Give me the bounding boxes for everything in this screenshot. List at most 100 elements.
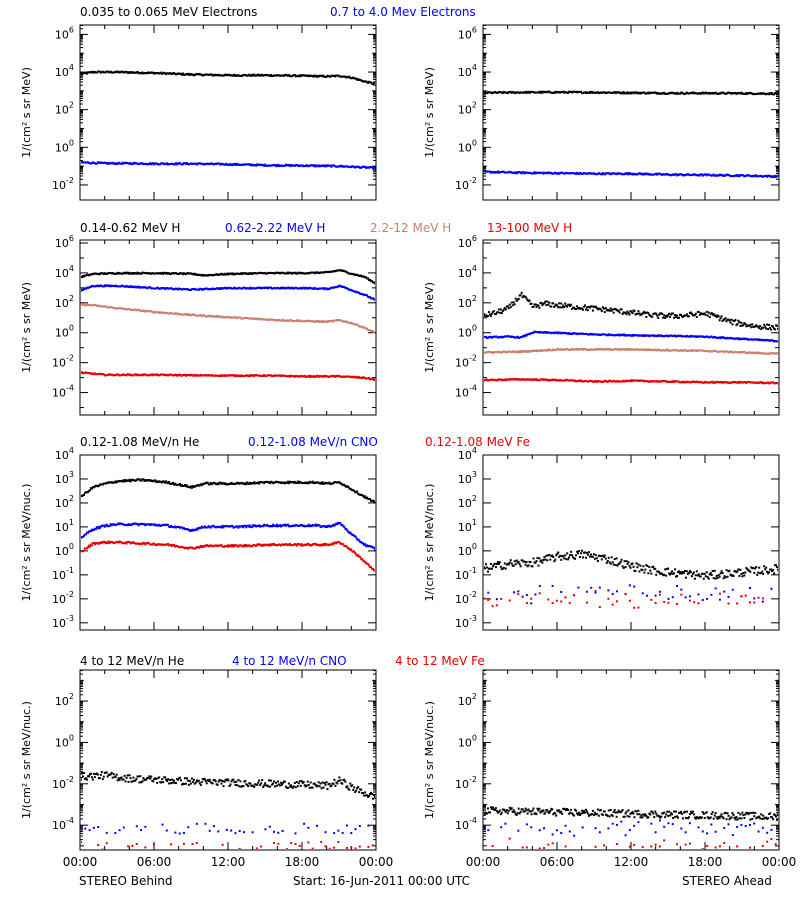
y-tick-label: 102 bbox=[55, 494, 74, 510]
y-tick-label: 10-4 bbox=[455, 384, 477, 400]
data-point bbox=[575, 308, 578, 311]
data-point bbox=[289, 165, 292, 168]
data-point bbox=[97, 484, 100, 487]
y-tick-label: 102 bbox=[458, 101, 477, 117]
data-point bbox=[364, 326, 367, 329]
data-point bbox=[576, 305, 579, 308]
data-point bbox=[606, 334, 609, 337]
data-point bbox=[735, 324, 738, 327]
data-point bbox=[241, 481, 244, 484]
data-point bbox=[547, 349, 550, 352]
data-point bbox=[743, 321, 746, 324]
data-point bbox=[314, 164, 317, 167]
y-tick-exponent: 2 bbox=[472, 294, 477, 303]
data-point bbox=[263, 482, 266, 485]
data-point bbox=[610, 309, 613, 312]
data-point bbox=[136, 522, 139, 525]
data-point bbox=[777, 174, 778, 177]
data-point bbox=[220, 544, 223, 547]
data-point bbox=[500, 312, 503, 315]
data-point bbox=[730, 318, 733, 321]
data-point bbox=[771, 92, 774, 95]
data-point bbox=[627, 173, 630, 176]
data-point bbox=[356, 490, 359, 493]
y-tick-exponent: 4 bbox=[69, 264, 74, 273]
data-point bbox=[218, 162, 221, 165]
y-tick-exponent: 6 bbox=[69, 234, 74, 243]
data-point bbox=[534, 303, 537, 306]
y-tick-label: 10-2 bbox=[52, 590, 74, 606]
data-point bbox=[558, 302, 561, 305]
data-point bbox=[245, 526, 248, 529]
data-point bbox=[333, 524, 336, 527]
data-point bbox=[373, 166, 375, 169]
data-point bbox=[680, 313, 683, 316]
data-point bbox=[278, 524, 281, 527]
data-point bbox=[739, 324, 742, 327]
data-point bbox=[374, 82, 375, 85]
data-point bbox=[94, 528, 97, 531]
data-point bbox=[168, 480, 171, 483]
data-point bbox=[697, 311, 700, 314]
data-point bbox=[519, 350, 522, 353]
data-point bbox=[367, 277, 370, 280]
data-point bbox=[649, 314, 652, 317]
data-point bbox=[625, 313, 628, 316]
legend-label: 4 to 12 MeV Fe bbox=[395, 654, 485, 668]
data-point bbox=[714, 314, 717, 317]
data-point bbox=[88, 489, 91, 492]
data-point bbox=[95, 162, 98, 165]
data-point bbox=[374, 167, 375, 170]
data-point bbox=[154, 479, 157, 482]
data-point bbox=[266, 523, 269, 526]
series-layer bbox=[81, 269, 375, 382]
data-point bbox=[676, 314, 679, 317]
data-point bbox=[131, 163, 134, 166]
data-point bbox=[528, 299, 531, 302]
data-point bbox=[349, 531, 352, 534]
data-point bbox=[656, 314, 659, 317]
data-point bbox=[219, 375, 222, 378]
legend-label: 13-100 MeV H bbox=[487, 221, 572, 235]
data-point bbox=[776, 352, 778, 355]
data-point bbox=[637, 310, 640, 313]
data-point bbox=[253, 375, 256, 378]
data-point bbox=[314, 523, 317, 526]
y-tick-exponent: 0 bbox=[69, 324, 74, 333]
data-point bbox=[170, 543, 173, 546]
data-point bbox=[288, 163, 291, 166]
data-point bbox=[600, 310, 603, 313]
data-point bbox=[738, 321, 741, 324]
data-point bbox=[571, 307, 574, 310]
data-point bbox=[172, 481, 175, 484]
data-point bbox=[658, 313, 661, 316]
data-point bbox=[590, 90, 593, 93]
data-point bbox=[717, 315, 720, 318]
data-point bbox=[287, 482, 290, 485]
data-point bbox=[603, 173, 606, 176]
data-point bbox=[371, 166, 374, 169]
data-point bbox=[197, 288, 200, 291]
data-point bbox=[550, 305, 553, 308]
y-tick-label: 10-1 bbox=[52, 566, 74, 582]
y-tick-label: 100 bbox=[55, 138, 74, 154]
data-point bbox=[323, 288, 326, 291]
data-point bbox=[758, 327, 761, 330]
data-point bbox=[708, 316, 711, 319]
data-point bbox=[250, 74, 253, 77]
y-tick-exponent: -1 bbox=[66, 566, 74, 575]
y-tick-label: 100 bbox=[55, 324, 74, 340]
data-point bbox=[613, 91, 616, 94]
data-point bbox=[190, 529, 193, 532]
series-layer bbox=[81, 70, 375, 170]
data-point bbox=[508, 303, 511, 306]
data-point bbox=[346, 529, 349, 532]
y-axis-label: 1/(cm² s sr MeV) bbox=[20, 282, 33, 373]
data-point bbox=[611, 308, 614, 311]
data-point bbox=[199, 314, 202, 317]
y-tick-label: 106 bbox=[55, 234, 74, 250]
data-point bbox=[770, 328, 773, 331]
y-tick-exponent: 0 bbox=[69, 138, 74, 147]
